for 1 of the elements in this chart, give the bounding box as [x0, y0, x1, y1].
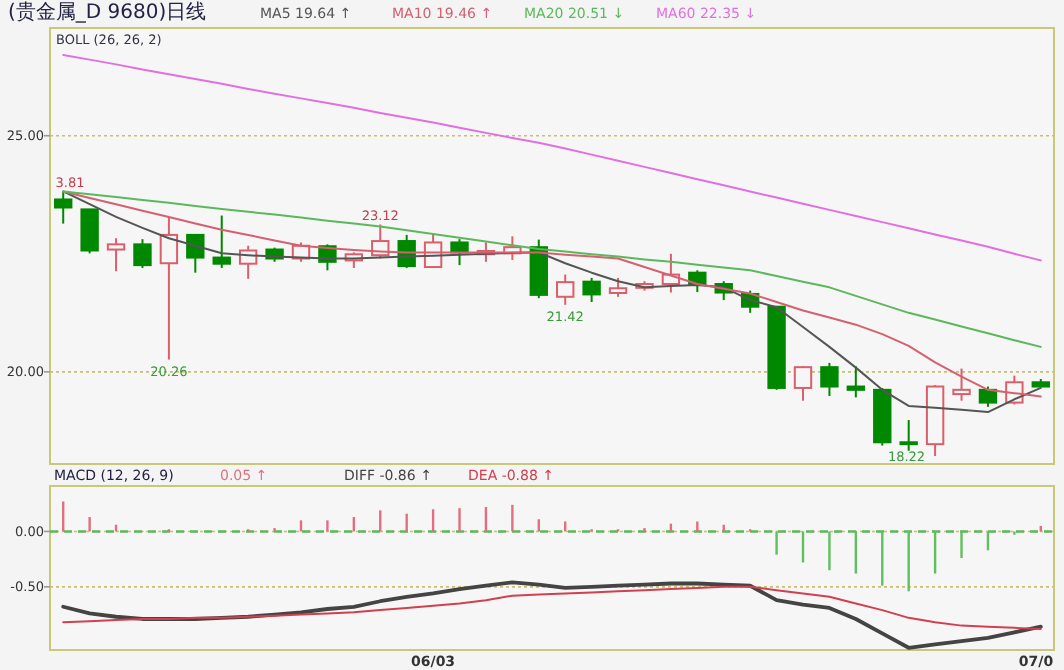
chart-title: (贵金属_D 9680)日线: [8, 0, 207, 24]
